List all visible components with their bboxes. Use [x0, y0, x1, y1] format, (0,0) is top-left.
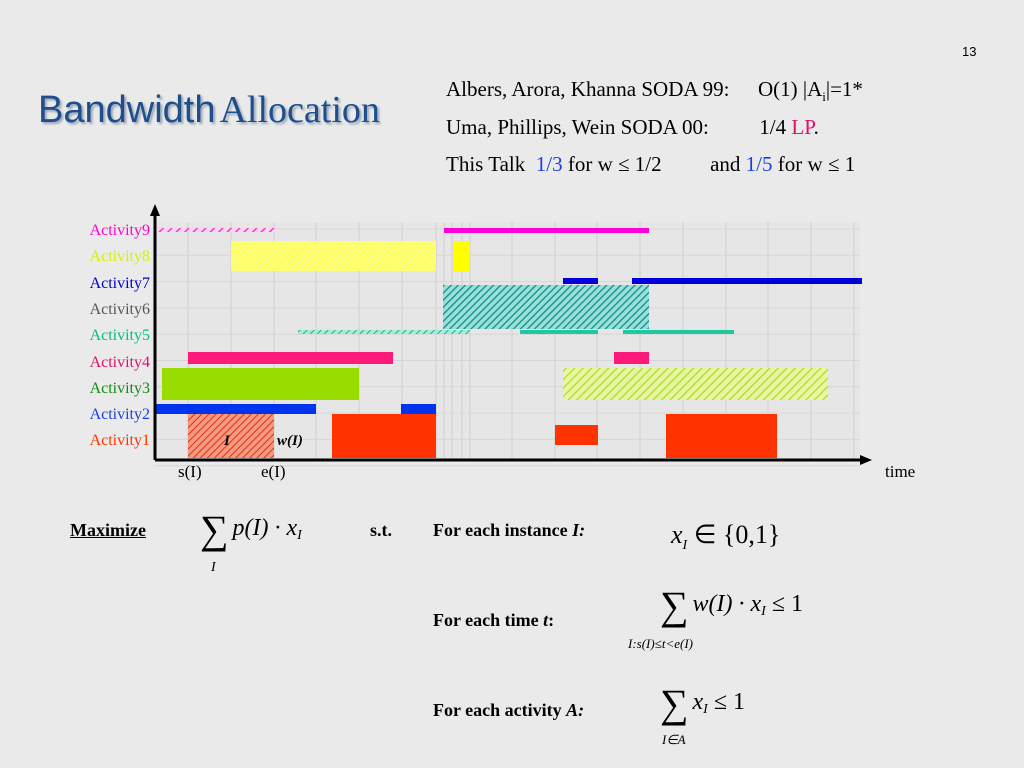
ref2-right-pre: 1/4	[759, 115, 792, 139]
constraint3-label: For each activity A:	[433, 700, 584, 721]
constraint3-sub: I	[703, 702, 708, 718]
objective: ∑ p(I) · xI	[200, 506, 302, 553]
title-part2: Allocation	[219, 89, 380, 131]
interval-bar	[520, 330, 598, 334]
constraint2-colon: :	[548, 610, 555, 630]
interval-bar	[231, 241, 436, 271]
sum-icon-2: ∑	[660, 583, 689, 628]
slide-number: 13	[962, 44, 977, 59]
constraint2-rhs: ≤ 1	[765, 591, 803, 617]
interval-bar	[332, 414, 436, 458]
activity-label-2: Activity2	[89, 406, 150, 424]
y-axis-arrow-icon	[150, 204, 160, 216]
interval-bar	[632, 278, 862, 284]
reference-line-1: Albers, Arora, Khanna SODA 99: O(1) |Ai|…	[446, 77, 863, 105]
slide-title: Bandwidth Allocation	[38, 88, 380, 132]
activity-label-9: Activity9	[89, 222, 150, 239]
interval-bar	[155, 404, 316, 414]
constraint2-text: For each time	[433, 610, 544, 630]
e-of-i-label: e(I)	[261, 462, 286, 481]
interval-bar	[188, 352, 393, 364]
activity-label-1: Activity1	[89, 432, 150, 450]
chart-axes	[150, 204, 872, 465]
constraint3-var: A:	[566, 700, 585, 720]
constraint1-rhs: ∈ {0,1}	[687, 520, 781, 549]
constraint1-text: For each instance	[433, 520, 573, 540]
constraint3-rhs: ≤ 1	[707, 689, 746, 715]
objective-sub: I	[297, 528, 302, 544]
interval-bar	[453, 241, 470, 271]
ref1-right-sub: i	[822, 89, 826, 105]
interval-bar	[401, 404, 436, 414]
reference-line-3: This Talk 1/3 for w ≤ 1/2 and 1/5 for w …	[446, 152, 855, 177]
objective-formula: p(I) · x	[232, 515, 298, 541]
constraint3-text: For each activity	[433, 700, 567, 720]
ref3-left: This Talk	[446, 152, 526, 176]
activity-label-8: Activity8	[89, 248, 150, 266]
interval-bar	[614, 352, 649, 364]
interval-bar	[666, 414, 777, 458]
activity-label-3: Activity3	[89, 379, 150, 397]
objective-index: I	[211, 560, 216, 575]
ref1-right-pre: O(1) |A	[757, 77, 823, 101]
chart-bars	[155, 228, 862, 458]
title-part1: Bandwidth	[38, 89, 216, 131]
sum-icon: ∑	[200, 507, 229, 552]
ref1-right-post: |=1*	[825, 77, 863, 101]
constraint2-expr: w(I) · x	[692, 591, 762, 617]
constraint2-formula: ∑ w(I) · xI ≤ 1	[660, 582, 803, 629]
subject-to-label: s.t.	[370, 520, 392, 540]
interval-bar	[188, 414, 274, 458]
activity-label-6: Activity6	[89, 300, 150, 318]
interval-bar	[444, 228, 649, 233]
constraint1-label: For each instance I:	[433, 520, 585, 541]
constraint3-index: I∈A	[662, 732, 686, 747]
constraint1-formula: xI ∈ {0,1}	[671, 520, 780, 554]
time-label: time	[885, 462, 916, 481]
ref3-cond1: for w ≤ 1/2	[567, 152, 662, 176]
interval-bar	[298, 330, 470, 334]
maximize-label: Maximize	[70, 520, 146, 540]
constraint1-sub: I	[682, 538, 688, 554]
constraint1-var: I:	[572, 520, 586, 540]
width-label: w(I)	[277, 433, 303, 449]
ref2-left: Uma, Phillips, Wein SODA 00:	[446, 115, 709, 139]
ref2-lp: LP	[791, 115, 814, 139]
activity-label-5: Activity5	[89, 327, 150, 345]
ref3-ratio2: 1/5	[745, 152, 773, 176]
ref3-ratio1: 1/3	[535, 152, 563, 176]
interval-bar	[623, 330, 734, 334]
interval-bar	[162, 368, 359, 400]
activity-label-4: Activity4	[89, 353, 150, 371]
constraint2-label: For each time t:	[433, 610, 554, 631]
constraint2-sub: I	[761, 604, 766, 620]
instance-label: I	[224, 433, 230, 449]
interval-bar	[555, 425, 598, 445]
constraint3-formula: ∑ xI ≤ 1	[660, 680, 745, 727]
interval-bar	[563, 278, 598, 284]
s-of-i-label: s(I)	[178, 462, 202, 481]
reference-line-2: Uma, Phillips, Wein SODA 00: 1/4 LP.	[446, 115, 819, 140]
x-axis-arrow-icon	[860, 455, 872, 465]
constraint2-index: I:s(I)≤t<e(I)	[628, 636, 693, 651]
interval-bar	[155, 228, 275, 232]
interval-bar	[563, 368, 828, 400]
interval-bar	[443, 285, 649, 329]
constraint1-x: x	[671, 520, 683, 549]
constraint3-x: x	[692, 689, 704, 715]
sum-icon-3: ∑	[660, 681, 689, 726]
ref3-and: and	[710, 152, 741, 176]
constraint2-var: t	[543, 610, 549, 630]
ref2-right-post: .	[813, 115, 819, 139]
activity-label-7: Activity7	[89, 274, 150, 292]
ref1-left: Albers, Arora, Khanna SODA 99:	[446, 77, 730, 101]
ref3-cond2: for w ≤ 1	[777, 152, 856, 176]
